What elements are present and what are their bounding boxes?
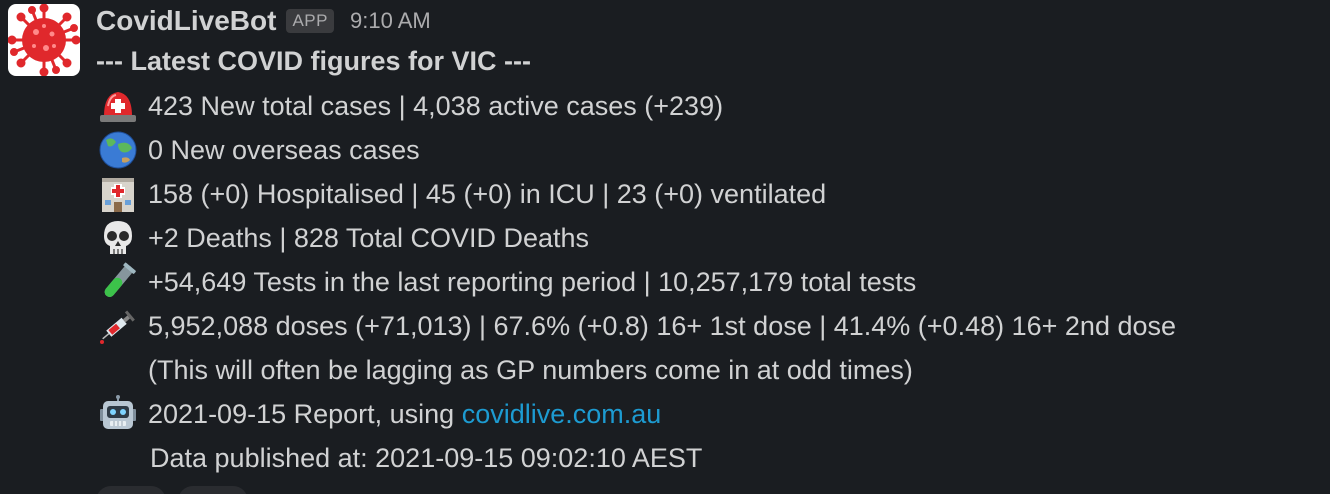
reaction-pill[interactable] [178, 486, 248, 494]
virus-icon [8, 4, 80, 76]
note-text: (This will often be lagging as GP number… [148, 354, 913, 385]
reaction-pill[interactable] [96, 486, 166, 494]
bot-avatar[interactable] [8, 4, 80, 76]
test-tube-icon [96, 262, 140, 302]
hospital-icon [96, 174, 140, 214]
message-title: --- Latest COVID figures for VIC --- [96, 46, 532, 76]
cases-line: 423 New total cases | 4,038 active cases… [96, 86, 723, 126]
vaccine-text: 5,952,088 doses (+71,013) | 67.6% (+0.8)… [148, 310, 1177, 341]
tests-text: +54,649 Tests in the last reporting peri… [148, 266, 917, 297]
tests-line: +54,649 Tests in the last reporting peri… [96, 262, 916, 302]
deaths-text: +2 Deaths | 828 Total COVID Deaths [148, 222, 590, 253]
syringe-icon [96, 306, 140, 346]
skull-icon [96, 218, 140, 258]
overseas-line: 0 New overseas cases [96, 130, 420, 170]
ambulance-light-icon [96, 86, 140, 126]
globe-icon [96, 130, 140, 170]
published-line: Data published at: 2021-09-15 09:02:10 A… [96, 438, 702, 478]
report-text: 2021-09-15 Report, using [148, 398, 462, 429]
robot-icon [96, 394, 140, 434]
cases-text: 423 New total cases | 4,038 active cases… [148, 90, 724, 121]
note-line: (This will often be lagging as GP number… [96, 350, 913, 390]
hospital-line: 158 (+0) Hospitalised | 45 (+0) in ICU |… [96, 174, 826, 214]
hospital-text: 158 (+0) Hospitalised | 45 (+0) in ICU |… [148, 178, 827, 209]
app-badge: APP [286, 9, 334, 33]
published-text: Data published at: 2021-09-15 09:02:10 A… [150, 442, 703, 473]
overseas-text: 0 New overseas cases [148, 134, 420, 165]
message-header: CovidLiveBot APP 9:10 AM [96, 2, 431, 40]
reaction-bar [96, 486, 248, 494]
sender-name[interactable]: CovidLiveBot [96, 5, 277, 36]
covidlive-link[interactable]: covidlive.com.au [461, 398, 662, 429]
report-line: 2021-09-15 Report, using covidlive.com.a… [96, 394, 661, 434]
vaccine-line: 5,952,088 doses (+71,013) | 67.6% (+0.8)… [96, 306, 1176, 346]
deaths-line: +2 Deaths | 828 Total COVID Deaths [96, 218, 589, 258]
message-timestamp[interactable]: 9:10 AM [350, 8, 431, 33]
